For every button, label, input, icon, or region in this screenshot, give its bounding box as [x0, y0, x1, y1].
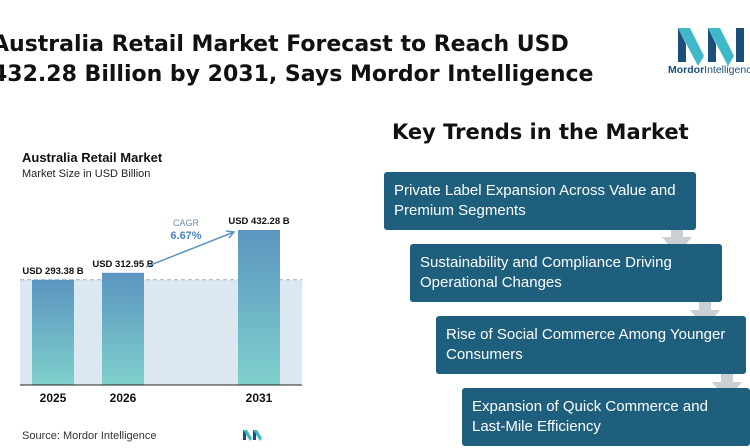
data-label: USD 432.28 B [228, 216, 289, 227]
headline: Australia Retail Market Forecast to Reac… [0, 32, 594, 87]
source-note: Source: Mordor Intelligence [22, 430, 157, 442]
trend-item: Sustainability and Compliance Driving Op… [410, 244, 722, 302]
cagr-arrow [145, 231, 235, 268]
trend-item-label: Private Label Expansion Across Value and… [394, 182, 676, 219]
data-label: USD 293.38 B [22, 266, 83, 277]
x-tick-label: 2025 [40, 391, 67, 405]
bar [32, 279, 74, 385]
trend-item: Expansion of Quick Commerce and Last-Mil… [462, 388, 750, 446]
mordor-logo-icon [678, 28, 744, 66]
bar [102, 272, 144, 385]
cagr-arrowhead [225, 230, 236, 239]
x-tick-label: 2031 [246, 391, 273, 405]
trend-item: Rise of Social Commerce Among Younger Co… [436, 316, 746, 374]
cagr-label: CAGR [173, 218, 200, 228]
cagr-value: 6.67% [170, 230, 201, 242]
bar-chart: 2025 2026 2031 USD 293.38 B USD 312.95 B USD … [20, 216, 302, 405]
trend-item-label: Rise of Social Commerce Among Younger Co… [446, 326, 726, 363]
x-tick-label: 2026 [110, 391, 137, 405]
bar [238, 230, 280, 385]
trend-item-label: Sustainability and Compliance Driving Op… [420, 254, 672, 291]
data-label: USD 312.95 B [92, 259, 153, 270]
trend-item-label: Expansion of Quick Commerce and Last-Mil… [472, 398, 708, 435]
chart-subtitle: Market Size in USD Billion [22, 168, 151, 180]
chart-title: Australia Retail Market [22, 150, 163, 165]
trends-title: Key Trends in the Market [392, 120, 689, 144]
source-logo-icon [243, 430, 262, 441]
trend-item: Private Label Expansion Across Value and… [384, 172, 696, 230]
